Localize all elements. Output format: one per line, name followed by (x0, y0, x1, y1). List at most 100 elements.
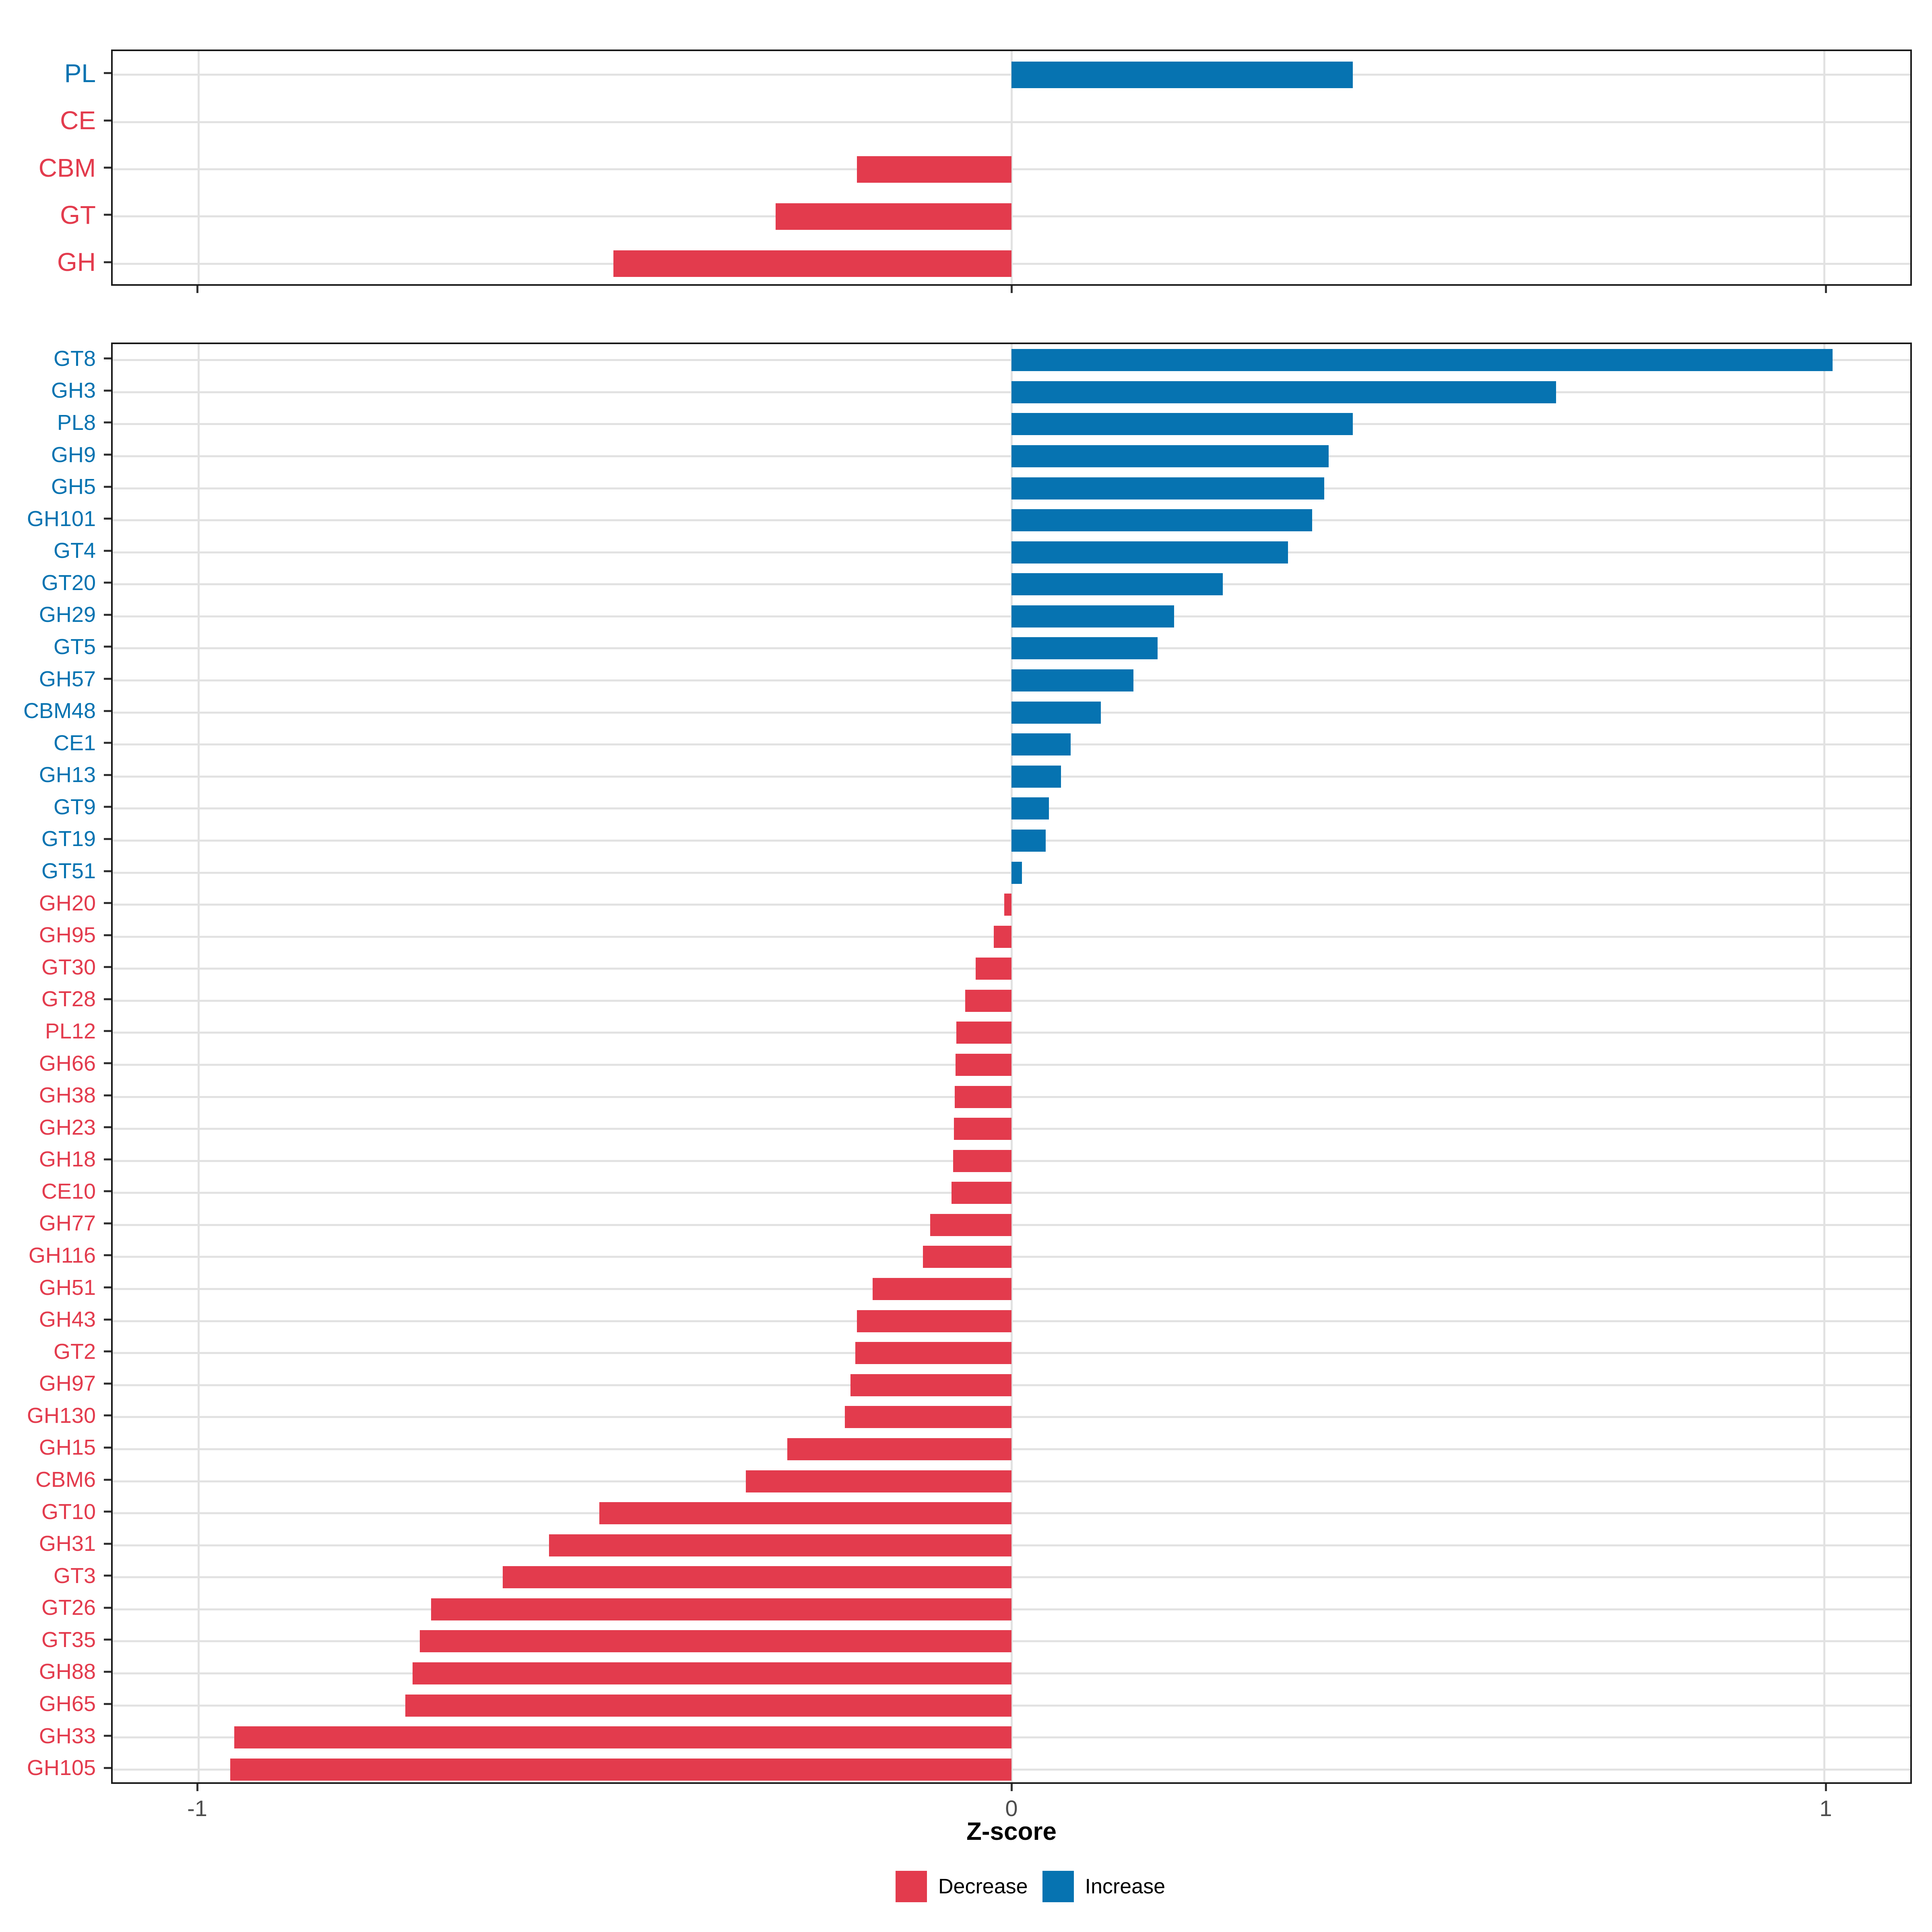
bar-gh105 (230, 1758, 1011, 1781)
increase-color-swatch (1042, 1871, 1074, 1902)
bar-pl (1011, 61, 1353, 88)
y-axis-label-gt19: GT19 (41, 827, 96, 851)
y-axis-label-gh101: GH101 (27, 506, 96, 531)
horizontal-gridline (113, 1288, 1910, 1290)
y-axis-label-gh29: GH29 (39, 603, 96, 627)
vertical-gridline (198, 51, 200, 284)
y-axis-label-gh3: GH3 (51, 378, 96, 403)
bar-gt3 (502, 1566, 1011, 1589)
bar-ce10 (951, 1182, 1011, 1204)
bar-cbm48 (1011, 701, 1101, 724)
bar-gh9 (1011, 445, 1329, 468)
y-axis-tick (104, 214, 111, 216)
bar-gt10 (599, 1502, 1011, 1525)
y-axis-tick (104, 389, 111, 392)
y-axis-label-gh33: GH33 (39, 1724, 96, 1748)
horizontal-gridline (113, 1032, 1910, 1034)
y-axis-tick (104, 998, 111, 1000)
horizontal-gridline (113, 1608, 1910, 1610)
y-axis-label-gh: GH (57, 248, 96, 277)
bar-cbm6 (745, 1470, 1011, 1492)
y-axis-tick (104, 1382, 111, 1385)
y-axis-tick (104, 1126, 111, 1129)
decrease-color-swatch (895, 1871, 927, 1902)
y-axis-tick (104, 1222, 111, 1224)
bar-gh95 (993, 925, 1011, 948)
legend-label-decrease: Decrease (938, 1875, 1028, 1898)
y-axis-label-gt3: GT3 (53, 1563, 96, 1588)
y-axis-label-gt8: GT8 (53, 346, 96, 371)
horizontal-gridline (113, 1352, 1910, 1354)
family-detail-panel (111, 343, 1912, 1784)
vertical-gridline (1823, 51, 1825, 284)
horizontal-gridline (113, 1128, 1910, 1130)
bar-cbm (857, 156, 1011, 183)
y-axis-tick (104, 454, 111, 456)
y-axis-label-gh88: GH88 (39, 1660, 96, 1684)
horizontal-gridline (113, 1160, 1910, 1162)
y-axis-tick (104, 549, 111, 552)
bar-gh130 (845, 1406, 1011, 1428)
x-axis-tick (1010, 286, 1013, 293)
x-axis-tick-label: 0 (1005, 1796, 1018, 1821)
bar-pl12 (956, 1022, 1011, 1044)
vertical-gridline (198, 344, 200, 1782)
y-axis-label-gh9: GH9 (51, 442, 96, 467)
y-axis-label-gt35: GT35 (41, 1627, 96, 1652)
horizontal-gridline (113, 904, 1910, 906)
bar-gh3 (1011, 381, 1556, 403)
x-axis-tick (1825, 286, 1827, 293)
x-axis-tick-label: -1 (187, 1796, 207, 1821)
legend-item-decrease: Decrease (895, 1871, 1028, 1902)
y-axis-tick (104, 357, 111, 360)
bar-gh23 (954, 1118, 1011, 1140)
bar-gh31 (549, 1534, 1011, 1556)
y-axis-tick (104, 582, 111, 584)
y-axis-tick (104, 1670, 111, 1673)
bar-ce1 (1011, 733, 1071, 756)
bar-gh116 (923, 1246, 1011, 1268)
y-axis-label-gh51: GH51 (39, 1275, 96, 1300)
y-axis-tick (104, 1446, 111, 1449)
horizontal-gridline (113, 1064, 1910, 1066)
horizontal-gridline (113, 215, 1910, 218)
y-axis-label-gh15: GH15 (39, 1435, 96, 1460)
y-axis-tick (104, 1094, 111, 1096)
y-axis-label-cbm: CBM (38, 153, 96, 182)
y-axis-tick (104, 710, 111, 712)
vertical-gridline (1010, 344, 1013, 1782)
bar-gt9 (1011, 797, 1049, 820)
y-axis-label-gt: GT (60, 200, 96, 229)
y-axis-label-gh31: GH31 (39, 1532, 96, 1556)
y-axis-label-gh57: GH57 (39, 667, 96, 691)
bar-gh66 (955, 1054, 1011, 1076)
bar-gh13 (1011, 765, 1061, 788)
y-axis-tick (104, 870, 111, 872)
y-axis-label-gh66: GH66 (39, 1051, 96, 1075)
bar-gh29 (1011, 605, 1174, 627)
y-axis-tick (104, 1767, 111, 1769)
y-axis-label-gh116: GH116 (28, 1243, 96, 1267)
horizontal-gridline (113, 1224, 1910, 1226)
y-axis-tick (104, 261, 111, 263)
y-axis-tick (104, 1350, 111, 1353)
y-axis-label-gt2: GT2 (53, 1339, 96, 1364)
y-axis-label-gt4: GT4 (53, 539, 96, 563)
y-axis-label-gt5: GT5 (53, 634, 96, 659)
horizontal-gridline (113, 121, 1910, 123)
y-axis-tick (104, 1414, 111, 1417)
y-axis-tick (104, 1030, 111, 1032)
y-axis-label-gh65: GH65 (39, 1692, 96, 1716)
bar-gh43 (857, 1310, 1011, 1332)
bar-gt5 (1011, 637, 1158, 660)
horizontal-gridline (113, 1256, 1910, 1258)
y-axis-tick (104, 1703, 111, 1705)
bar-gt28 (965, 989, 1011, 1012)
x-axis-tick (1010, 1784, 1013, 1791)
vertical-gridline (1823, 344, 1825, 1782)
bar-gh77 (930, 1214, 1011, 1236)
bar-gh33 (234, 1726, 1011, 1749)
y-axis-tick (104, 1511, 111, 1513)
y-axis-tick (104, 167, 111, 169)
